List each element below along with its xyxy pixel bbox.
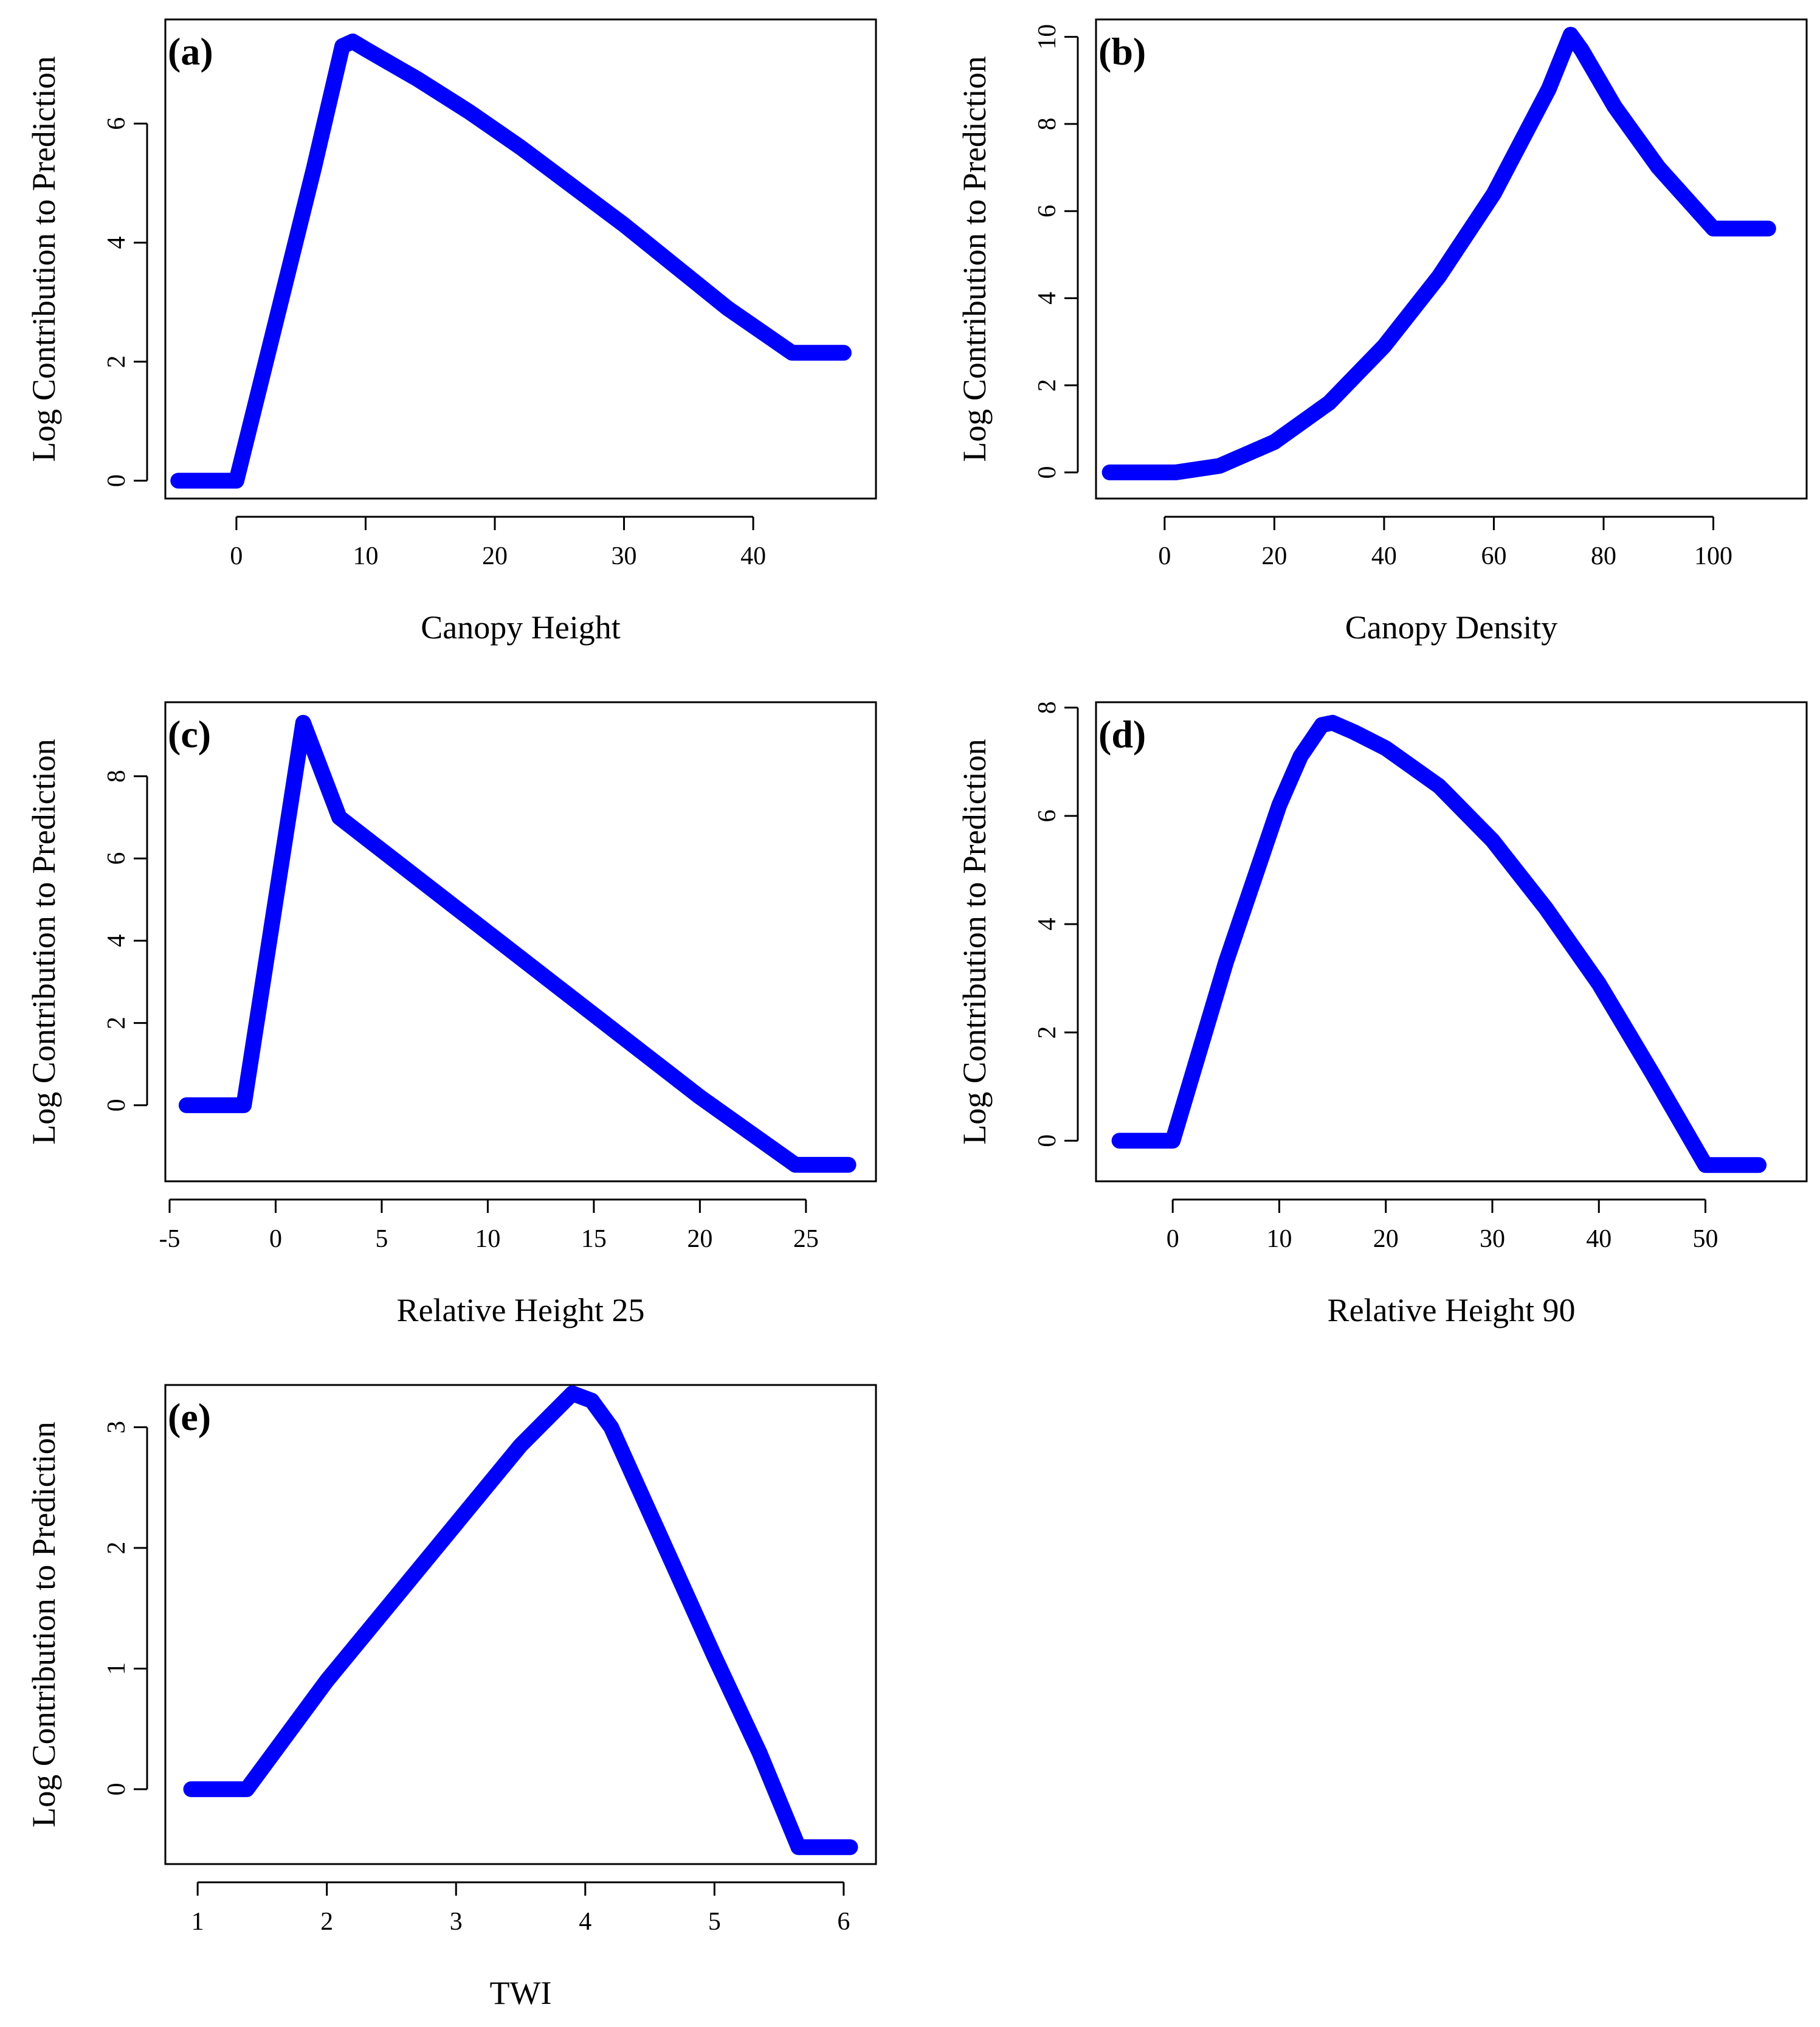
x-tick-label: 10 [353, 542, 378, 570]
y-axis-title: Log Contribution to Prediction [956, 56, 993, 461]
x-tick-label: 40 [1586, 1225, 1611, 1253]
y-axis-title: Log Contribution to Prediction [26, 56, 62, 461]
x-tick-label: 5 [708, 1908, 721, 1936]
x-tick-label: 30 [612, 542, 637, 570]
x-axis: 0 10 20 30 40 [230, 516, 766, 570]
x-tick-label: 25 [793, 1225, 819, 1253]
response-curve [1101, 27, 1776, 480]
x-tick-label: 0 [230, 542, 243, 570]
x-tick-label: 100 [1694, 542, 1732, 570]
response-curve [183, 1385, 858, 1856]
x-axis-title: Relative Height 90 [1328, 1292, 1576, 1328]
panel-e: 1 2 3 4 5 6 0 1 2 3 TWI Log Contribution to Predict… [26, 1384, 877, 2011]
x-axis-title: TWI [490, 1975, 552, 2011]
x-tick-label: 20 [1373, 1225, 1399, 1253]
y-tick-label: 1 [103, 1662, 131, 1675]
x-tick-label: 0 [1167, 1225, 1179, 1253]
x-tick-label: 4 [579, 1908, 591, 1936]
y-tick-label: 6 [1033, 809, 1061, 822]
y-axis: 0 2 4 6 8 [1033, 701, 1079, 1147]
y-axis: 0 1 2 3 [103, 1421, 148, 1795]
panel-label: (b) [1098, 30, 1146, 73]
x-axis: 0 10 20 30 40 50 [1167, 1198, 1718, 1253]
plot-frame [164, 701, 877, 1183]
y-axis-title: Log Contribution to Prediction [26, 739, 62, 1144]
y-tick-label: 4 [1033, 918, 1061, 931]
y-tick-label: 2 [1033, 379, 1061, 392]
y-tick-label: 0 [1033, 1134, 1061, 1147]
panel-a: 0 10 20 30 40 0 2 4 6 Canopy Height Log Contributi… [26, 18, 877, 646]
y-tick-label: 6 [103, 852, 131, 865]
y-tick-label: 3 [103, 1421, 131, 1434]
x-tick-label: 15 [581, 1225, 607, 1253]
x-axis-title: Canopy Density [1345, 609, 1557, 646]
x-tick-label: 2 [320, 1908, 333, 1936]
x-tick-label: 60 [1481, 542, 1506, 570]
panel-d: 0 10 20 30 40 50 0 2 4 6 8 Relative Height 90 Log Co… [956, 701, 1808, 1328]
panel-label: (d) [1098, 713, 1146, 756]
y-tick-label: 2 [103, 355, 131, 368]
y-tick-label: 2 [1033, 1026, 1061, 1039]
plot-frame [164, 18, 877, 500]
y-tick-label: 6 [1033, 205, 1061, 218]
y-tick-label: 6 [103, 117, 131, 130]
y-tick-label: 4 [103, 934, 131, 947]
y-tick-label: 0 [1033, 466, 1061, 479]
x-tick-label: 40 [740, 542, 766, 570]
x-tick-label: 10 [475, 1225, 500, 1253]
plot-frame [1095, 18, 1808, 500]
y-tick-label: 8 [1033, 117, 1061, 130]
x-tick-label: 3 [450, 1908, 463, 1936]
y-tick-label: 4 [1033, 292, 1061, 305]
plot-frame [164, 1384, 877, 1865]
x-tick-label: 0 [1158, 542, 1171, 570]
y-tick-label: 0 [103, 474, 131, 487]
y-tick-label: 4 [103, 237, 131, 249]
x-tick-label: 30 [1480, 1225, 1505, 1253]
x-axis: 1 2 3 4 5 6 [191, 1881, 850, 1936]
x-tick-label: 40 [1371, 542, 1397, 570]
x-axis-title: Canopy Height [421, 609, 620, 646]
response-curve [178, 714, 857, 1173]
y-tick-label: 8 [1033, 701, 1061, 714]
x-axis-title: Relative Height 25 [397, 1292, 645, 1328]
x-tick-label: 50 [1693, 1225, 1718, 1253]
y-tick-label: 2 [103, 1017, 131, 1029]
plot-frame [1095, 701, 1808, 1183]
response-curve [170, 33, 852, 489]
y-tick-label: 8 [103, 770, 131, 782]
panel-c: -5 0 5 10 15 20 25 0 2 4 6 8 Relative Height 25 Log C… [26, 701, 877, 1328]
y-tick-label: 0 [103, 1783, 131, 1795]
x-tick-label: 20 [482, 542, 508, 570]
panel-b: 0 20 40 60 80 100 0 2 4 6 8 10 Canopy Density Log Con… [956, 18, 1808, 646]
response-curve [1111, 714, 1767, 1173]
x-tick-label: 1 [191, 1908, 204, 1936]
x-tick-label: 20 [1261, 542, 1287, 570]
y-tick-label: 2 [103, 1541, 131, 1554]
x-axis: 0 20 40 60 80 100 [1158, 516, 1732, 570]
y-tick-label: 0 [103, 1099, 131, 1111]
x-tick-label: 6 [837, 1908, 850, 1936]
x-tick-label: 0 [269, 1225, 282, 1253]
y-tick-label: 10 [1033, 24, 1061, 50]
x-axis: -5 0 5 10 15 20 25 [159, 1198, 819, 1253]
x-tick-label: 10 [1266, 1225, 1292, 1253]
y-axis-title: Log Contribution to Prediction [26, 1421, 62, 1827]
x-tick-label: 80 [1591, 542, 1616, 570]
panel-label: (a) [168, 30, 213, 73]
panel-label: (c) [168, 713, 211, 756]
x-tick-label: 20 [687, 1225, 712, 1253]
y-axis: 0 2 4 6 8 10 [1033, 24, 1079, 479]
x-tick-label: 5 [375, 1225, 388, 1253]
x-tick-label: -5 [159, 1225, 180, 1253]
y-axis: 0 2 4 6 8 [103, 770, 148, 1111]
panel-label: (e) [168, 1395, 211, 1438]
y-axis: 0 2 4 6 [103, 117, 148, 487]
y-axis-title: Log Contribution to Prediction [956, 739, 993, 1144]
